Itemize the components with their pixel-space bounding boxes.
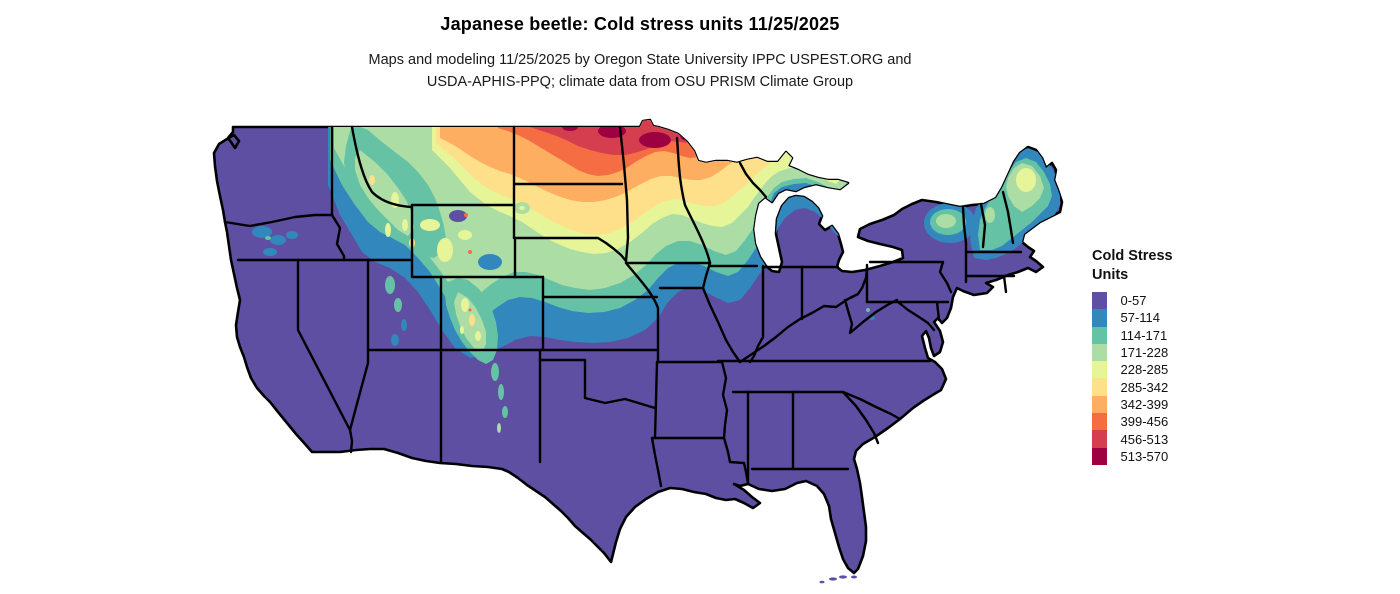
- state-borders: [223, 125, 1023, 488]
- legend-swatch: [1092, 361, 1107, 379]
- legend-row: 114-171: [1092, 326, 1392, 344]
- new-mexico-range-patch: [502, 406, 508, 418]
- legend-swatch: [1092, 430, 1107, 448]
- hotspot-darkred: [680, 131, 696, 141]
- colorado-peak-patch: [460, 326, 464, 334]
- colorado-peak-patch: [461, 298, 469, 312]
- new-mexico-range-patch: [497, 423, 501, 433]
- page-title: Japanese beetle: Cold stress units 11/25…: [440, 14, 840, 34]
- colorado-peak-patch: [469, 314, 475, 326]
- subtitle-line2: USDA-APHIS-PPQ; climate data from OSU PR…: [426, 74, 854, 90]
- oregon-highlands-dot: [265, 236, 271, 240]
- legend-swatch: [1092, 413, 1107, 431]
- idaho-peak-patch: [402, 219, 408, 231]
- wyoming-range-patch: [420, 219, 440, 231]
- utah-range-patch: [401, 319, 407, 331]
- legend-row: 228-285: [1092, 361, 1392, 379]
- oregon-highlands-patch: [263, 248, 277, 256]
- idaho-highlands-core: [355, 150, 414, 236]
- legend-swatch: [1092, 447, 1107, 465]
- legend-swatch: [1092, 395, 1107, 414]
- hotspot-darkred: [639, 132, 671, 148]
- hotspot-darkred: [562, 123, 578, 131]
- map-header: Japanese beetle: Cold stress units 11/25…: [0, 14, 1280, 93]
- legend-row: 57-114: [1092, 309, 1392, 327]
- legend-row: 456-513: [1092, 430, 1392, 448]
- legend-swatch: [1092, 378, 1107, 396]
- legend-row: 513-570: [1092, 447, 1392, 465]
- oregon-highlands-patch: [286, 231, 298, 239]
- legend-row: 342-399: [1092, 395, 1392, 414]
- legend-row: 171-228: [1092, 343, 1392, 362]
- legend-label: 285-342: [1120, 379, 1169, 395]
- new-mexico-range-patch: [491, 363, 499, 381]
- adirondacks-core: [936, 214, 956, 228]
- legend-swatch: [1092, 326, 1107, 344]
- subtitle-line1: Maps and modeling 11/25/2025 by Oregon S…: [368, 52, 912, 68]
- black-hills-core: [519, 206, 525, 210]
- legend-label: 456-513: [1120, 431, 1169, 447]
- maine-highlands-core: [1016, 168, 1036, 192]
- oregon-highlands-patch: [252, 226, 272, 238]
- florida-keys: [819, 575, 857, 584]
- legend-label: 342-399: [1120, 396, 1169, 412]
- page-subtitle: Maps and modeling 11/25/2025 by Oregon S…: [0, 49, 1280, 93]
- utah-range-patch: [391, 334, 399, 346]
- legend-swatch: [1092, 343, 1107, 362]
- legend-label: 228-285: [1120, 362, 1169, 378]
- legend-title-line1: Cold Stress: [1092, 248, 1173, 264]
- legend-title-line2: Units: [1092, 267, 1129, 283]
- wyoming-range-patch: [437, 238, 453, 262]
- legend-label: 114-171: [1120, 327, 1168, 343]
- colorado-peak-dot: [468, 308, 472, 312]
- idaho-peak-patch: [369, 175, 375, 185]
- utah-range-patch: [385, 276, 395, 294]
- legend-label: 57-114: [1120, 310, 1161, 326]
- legend-row: 399-456: [1092, 413, 1392, 431]
- wyoming-basin-patch: [478, 254, 502, 270]
- legend-row: 0-57: [1092, 292, 1392, 310]
- legend: Cold Stress Units 0-57 57-114 114-171 171-2…: [1092, 247, 1392, 465]
- legend-label: 513-570: [1120, 448, 1169, 464]
- vermont-greens-patch: [985, 207, 995, 223]
- legend-title: Cold Stress Units: [1092, 247, 1392, 285]
- legend-label: 399-456: [1120, 414, 1169, 430]
- west-virginia-dot: [866, 308, 870, 312]
- wyoming-peak-dot: [464, 213, 468, 217]
- legend-label: 0-57: [1120, 293, 1147, 309]
- bighorn-basin-patch: [449, 210, 467, 222]
- wyoming-peak-dot: [468, 250, 472, 254]
- colorado-peak-patch: [475, 331, 481, 341]
- new-mexico-range-patch: [498, 384, 504, 400]
- idaho-peak-patch: [385, 223, 391, 237]
- utah-range-patch: [394, 298, 402, 312]
- legend-swatch: [1092, 309, 1107, 327]
- legend-items: 0-57 57-114 114-171 171-228 228-285 285-342 34…: [1092, 292, 1392, 465]
- oregon-highlands-patch: [270, 235, 286, 245]
- wyoming-range-patch: [458, 230, 472, 240]
- legend-swatch: [1092, 292, 1107, 310]
- legend-label: 171-228: [1120, 345, 1169, 361]
- legend-row: 285-342: [1092, 378, 1392, 396]
